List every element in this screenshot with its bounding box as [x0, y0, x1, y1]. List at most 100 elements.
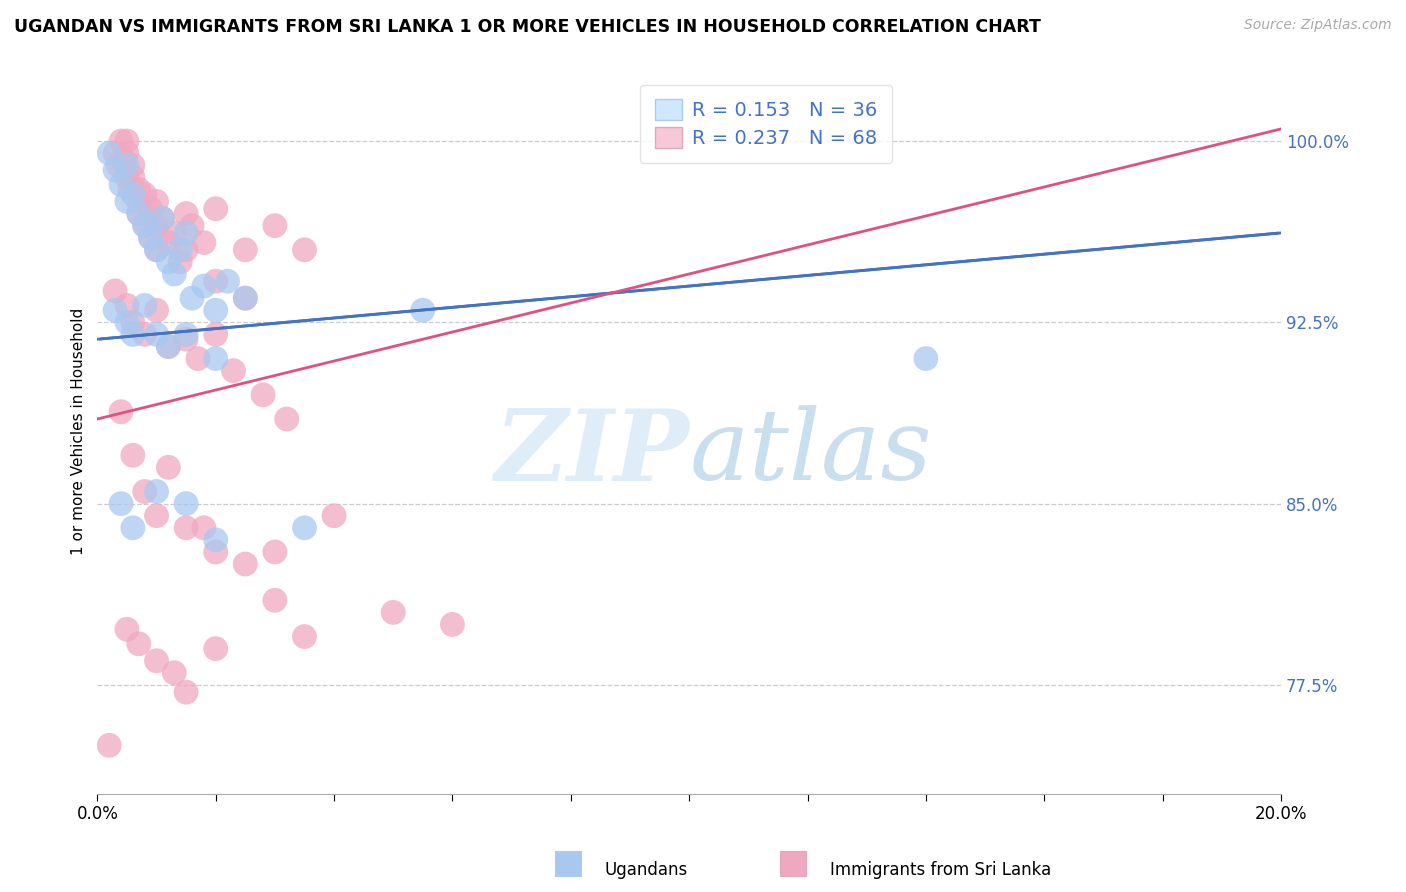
Point — [294, 521, 316, 535]
Point — [174, 243, 197, 257]
Point — [128, 182, 150, 196]
Point — [115, 315, 138, 329]
Point — [157, 255, 180, 269]
Point — [204, 303, 226, 318]
Point — [174, 327, 197, 342]
Point — [174, 685, 197, 699]
Point — [169, 243, 191, 257]
Point — [294, 243, 316, 257]
Point — [115, 194, 138, 209]
Point — [204, 327, 226, 342]
Point — [145, 654, 167, 668]
Point — [193, 521, 215, 535]
Point — [233, 557, 256, 571]
Point — [294, 630, 316, 644]
Point — [157, 339, 180, 353]
Bar — [555, 851, 581, 876]
Point — [115, 298, 138, 312]
Point — [145, 194, 167, 209]
Point — [174, 497, 197, 511]
Point — [169, 255, 191, 269]
Point — [145, 243, 167, 257]
Point — [104, 284, 127, 298]
Point — [323, 508, 346, 523]
Point — [163, 665, 186, 680]
Point — [233, 291, 256, 305]
Point — [412, 303, 434, 318]
Point — [152, 211, 174, 226]
Point — [204, 533, 226, 547]
Point — [204, 351, 226, 366]
Point — [104, 303, 127, 318]
Point — [193, 235, 215, 250]
Point — [252, 388, 274, 402]
Point — [115, 158, 138, 172]
Point — [134, 187, 156, 202]
Point — [181, 291, 204, 305]
Point — [222, 364, 245, 378]
Point — [134, 298, 156, 312]
Text: Ugandans: Ugandans — [605, 861, 688, 879]
Point — [128, 206, 150, 220]
Point — [98, 739, 121, 753]
Point — [121, 327, 143, 342]
Point — [115, 623, 138, 637]
Point — [128, 206, 150, 220]
Point — [145, 219, 167, 233]
Bar — [780, 851, 806, 876]
Point — [104, 146, 127, 161]
Point — [204, 545, 226, 559]
Text: ZIP: ZIP — [494, 405, 689, 501]
Text: UGANDAN VS IMMIGRANTS FROM SRI LANKA 1 OR MORE VEHICLES IN HOUSEHOLD CORRELATION: UGANDAN VS IMMIGRANTS FROM SRI LANKA 1 O… — [14, 18, 1040, 36]
Point — [110, 134, 132, 148]
Point — [121, 448, 143, 462]
Point — [134, 484, 156, 499]
Point — [98, 146, 121, 161]
Point — [110, 405, 132, 419]
Point — [152, 211, 174, 226]
Point — [134, 327, 156, 342]
Point — [139, 202, 162, 216]
Point — [134, 219, 156, 233]
Point — [128, 637, 150, 651]
Point — [121, 315, 143, 329]
Point — [157, 339, 180, 353]
Point — [139, 231, 162, 245]
Point — [174, 521, 197, 535]
Point — [204, 641, 226, 656]
Point — [145, 508, 167, 523]
Point — [174, 206, 197, 220]
Point — [915, 351, 938, 366]
Point — [121, 170, 143, 185]
Text: Source: ZipAtlas.com: Source: ZipAtlas.com — [1244, 18, 1392, 32]
Point — [174, 332, 197, 346]
Point — [264, 593, 287, 607]
Point — [128, 194, 150, 209]
Point — [107, 158, 129, 172]
Point — [264, 545, 287, 559]
Point — [174, 226, 197, 240]
Point — [157, 235, 180, 250]
Point — [145, 303, 167, 318]
Point — [139, 231, 162, 245]
Point — [110, 497, 132, 511]
Point — [157, 460, 180, 475]
Text: atlas: atlas — [689, 405, 932, 500]
Point — [110, 178, 132, 192]
Point — [121, 158, 143, 172]
Point — [441, 617, 464, 632]
Point — [118, 182, 141, 196]
Point — [145, 327, 167, 342]
Point — [382, 606, 405, 620]
Point — [115, 170, 138, 185]
Point — [187, 351, 209, 366]
Point — [115, 146, 138, 161]
Point — [233, 243, 256, 257]
Point — [193, 279, 215, 293]
Legend: R = 0.153   N = 36, R = 0.237   N = 68: R = 0.153 N = 36, R = 0.237 N = 68 — [640, 85, 893, 162]
Point — [121, 521, 143, 535]
Point — [145, 243, 167, 257]
Point — [204, 202, 226, 216]
Point — [104, 163, 127, 178]
Point — [264, 219, 287, 233]
